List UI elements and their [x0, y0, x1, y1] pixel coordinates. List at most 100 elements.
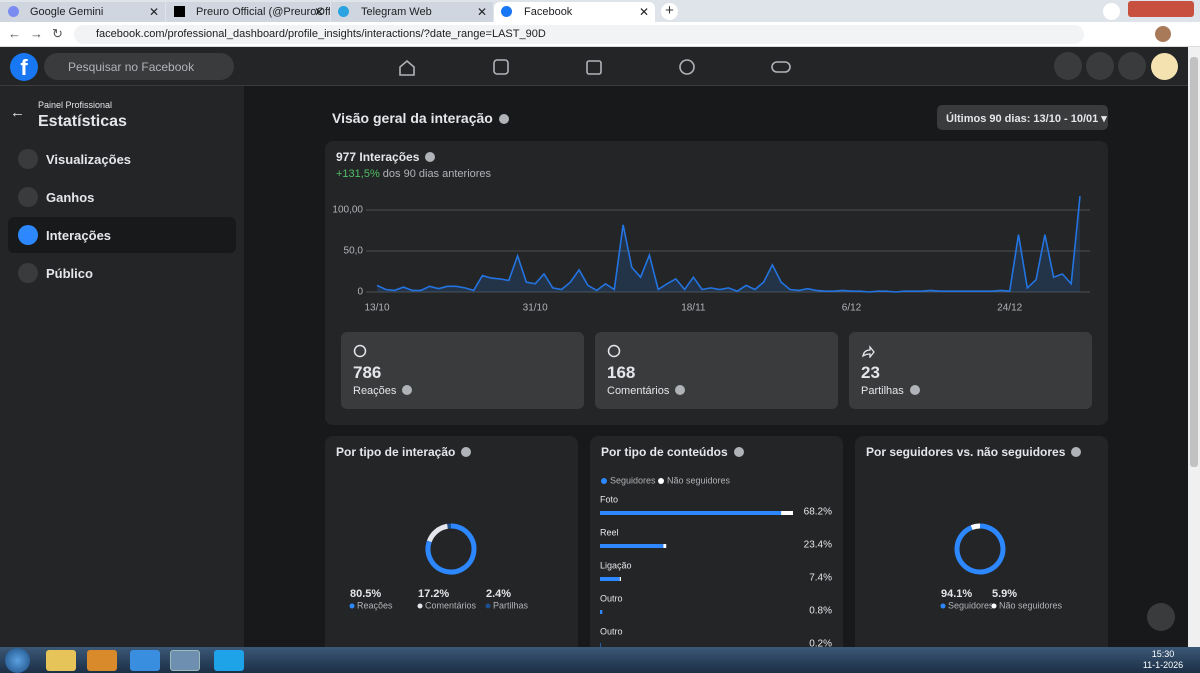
back-button[interactable]: ←	[10, 104, 25, 121]
tab[interactable]: Facebook ✕	[494, 2, 655, 22]
legend-value: 2.4%	[486, 588, 511, 600]
value-label: 0.8%	[809, 606, 832, 617]
category-label: Outro	[600, 626, 623, 636]
tab-icon	[501, 6, 512, 17]
account-avatar[interactable]	[1151, 53, 1178, 80]
panel-title-text: Por tipo de interação	[336, 445, 456, 459]
change-value: +131,5%	[336, 168, 380, 180]
legend-label: Seguidores	[610, 475, 656, 485]
ie-icon[interactable]	[130, 650, 160, 671]
close-tab[interactable]: ✕	[638, 5, 649, 19]
stat-value: 23	[861, 363, 880, 382]
legend-dot	[417, 603, 423, 609]
nav-icon	[18, 149, 38, 169]
scrollbar[interactable]	[1188, 47, 1200, 647]
change-note: dos 90 dias anteriores	[382, 168, 492, 180]
profile-avatar[interactable]	[1155, 26, 1171, 42]
window-controls[interactable]	[1128, 1, 1194, 17]
chart-title: 977 Interações	[336, 150, 436, 164]
y-tick-label: 50,0	[344, 246, 364, 257]
x-tick-label: 18/11	[681, 303, 706, 314]
nav-label: Público	[46, 266, 93, 281]
stat-value: 168	[607, 363, 636, 382]
reactions-icon	[353, 344, 367, 358]
marketplace-icon[interactable]	[586, 60, 602, 75]
start-button[interactable]	[5, 648, 30, 673]
chart-title-text: 977 Interações	[336, 150, 420, 164]
overview-title: Visão geral da interação	[332, 110, 509, 126]
category-label: Reel	[600, 527, 619, 537]
nav-item[interactable]: Ganhos	[8, 179, 236, 215]
address-bar[interactable]: facebook.com/professional_dashboard/prof…	[74, 25, 1084, 44]
tab[interactable]: Telegram Web ✕	[331, 2, 493, 22]
info-icon[interactable]	[425, 152, 436, 162]
explorer-icon[interactable]	[46, 650, 76, 671]
legend-value: 94.1%	[941, 588, 972, 600]
info-icon[interactable]	[498, 114, 509, 124]
info-icon[interactable]	[461, 447, 472, 457]
search-box[interactable]: Pesquisar no Facebook	[44, 53, 234, 80]
bar	[600, 511, 782, 515]
category-label: Foto	[600, 494, 618, 504]
nav-item[interactable]: Público	[8, 255, 236, 291]
new-tab[interactable]: +	[661, 3, 678, 20]
tab[interactable]: Google Gemini ✕	[0, 2, 165, 22]
sidebar-subtitle: Painel Profissional	[38, 100, 113, 110]
legend-dot	[485, 603, 491, 609]
x-tick-label: 24/12	[997, 303, 1022, 314]
fb-header: f Pesquisar no Facebook	[0, 47, 1200, 86]
clock: 15:30 11-1-2026	[1140, 649, 1186, 671]
x-tick-label: 13/10	[364, 303, 389, 314]
panel-title-text: Por seguidores vs. não seguidores	[866, 445, 1066, 459]
sidebar: ← Painel Profissional Estatísticas Visua…	[0, 86, 244, 647]
y-tick-label: 0	[357, 287, 363, 298]
nav-item[interactable]: Visualizações	[8, 141, 236, 177]
media-icon[interactable]	[87, 650, 117, 671]
info-icon[interactable]	[402, 385, 413, 395]
nav-buttons[interactable]: ←→↻	[8, 26, 72, 41]
groups-icon[interactable]	[679, 59, 695, 75]
tab-icon	[8, 6, 19, 17]
stat-value: 786	[353, 363, 382, 382]
line-chart: 0 50,0 100,00 13/10 31/10 18/11 6/12 24/12	[332, 196, 1090, 314]
line	[376, 196, 1081, 293]
search-placeholder: Pesquisar no Facebook	[68, 60, 195, 74]
toolbar: ←→↻ facebook.com/professional_dashboard/…	[0, 22, 1200, 47]
legend-dot	[349, 603, 355, 609]
info-icon[interactable]	[675, 385, 686, 395]
fb-logo[interactable]: f	[10, 53, 38, 81]
taskbar: 15:30 11-1-2026	[0, 647, 1200, 673]
nav-icon	[18, 225, 38, 245]
value-label: 23.4%	[804, 540, 832, 551]
info-icon[interactable]	[1071, 447, 1082, 457]
gaming-icon[interactable]	[771, 61, 791, 73]
tab-search[interactable]	[1103, 3, 1120, 20]
info-icon[interactable]	[733, 447, 744, 457]
legend-label: Não seguidores	[667, 475, 731, 485]
notifications-button[interactable]	[1118, 52, 1146, 80]
comments-icon	[607, 344, 621, 358]
close-tab[interactable]: ✕	[148, 5, 159, 19]
date-range-dropdown[interactable]: Últimos 90 dias: 13/10 - 10/01 ▾	[937, 105, 1108, 130]
close-tab[interactable]: ✕	[313, 5, 324, 19]
stat-label: Reações	[353, 385, 413, 397]
nav-label: Interações	[46, 228, 112, 243]
compose-button[interactable]	[1147, 603, 1175, 631]
menu-button[interactable]	[1054, 52, 1082, 80]
skype-icon[interactable]	[214, 650, 244, 671]
close-tab[interactable]: ✕	[476, 5, 487, 19]
stat-card: 168 Comentários	[595, 332, 838, 409]
value-label: 7.4%	[809, 573, 832, 584]
info-icon[interactable]	[909, 385, 920, 395]
interaction-type-panel: Por tipo de interação 80.5% Reações 17.2% C…	[325, 436, 578, 666]
chrome-icon[interactable]	[170, 650, 200, 671]
nav-item-active[interactable]: Interações	[8, 217, 236, 253]
home-icon[interactable]	[399, 59, 415, 76]
donut-segment	[426, 523, 449, 543]
scroll-thumb[interactable]	[1190, 57, 1198, 467]
video-icon[interactable]	[493, 59, 509, 75]
messenger-button[interactable]	[1086, 52, 1114, 80]
